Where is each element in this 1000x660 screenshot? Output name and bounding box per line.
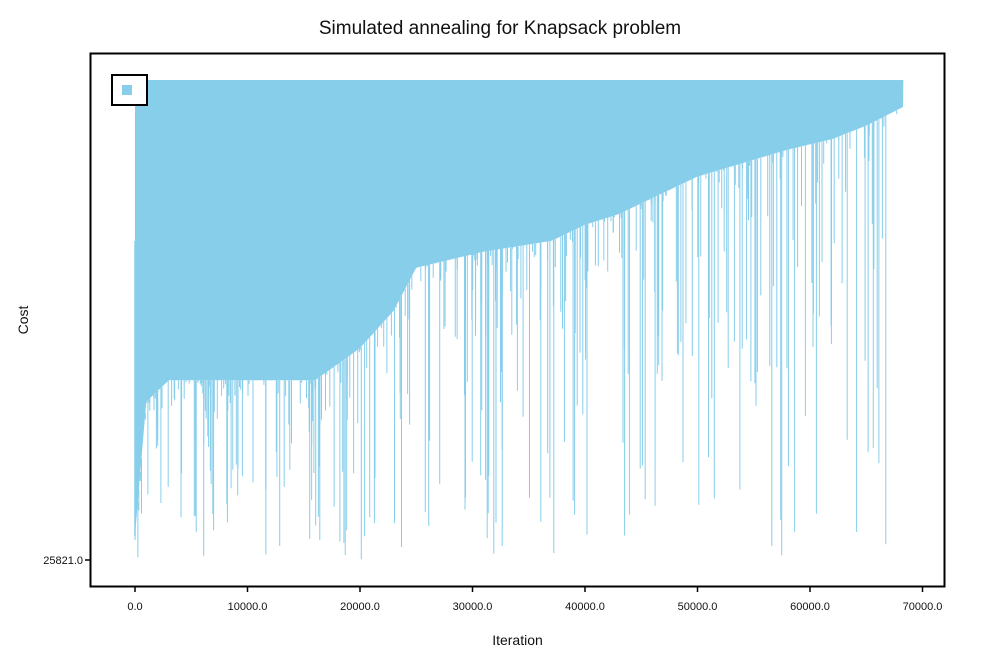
y-axis-ticks: 25821.0 bbox=[43, 555, 90, 567]
x-axis-label: Iteration bbox=[492, 632, 543, 648]
series-band bbox=[135, 80, 904, 536]
x-tick-label: 0.0 bbox=[127, 601, 142, 613]
plot-frame bbox=[89, 52, 946, 588]
series-layer bbox=[134, 80, 904, 560]
x-tick-label: 30000.0 bbox=[453, 601, 493, 613]
legend bbox=[111, 74, 148, 106]
legend-swatch bbox=[122, 85, 132, 95]
x-axis-ticks: 0.0 10000.0 20000.0 30000.0 40000.0 50000.0 60… bbox=[127, 587, 942, 613]
x-tick-label: 50000.0 bbox=[678, 601, 718, 613]
x-tick-label: 10000.0 bbox=[228, 601, 268, 613]
x-tick-label: 70000.0 bbox=[903, 601, 943, 613]
x-tick-label: 20000.0 bbox=[340, 601, 380, 613]
y-tick-label: 25821.0 bbox=[43, 555, 83, 567]
series-spikes bbox=[134, 110, 898, 560]
chart-title: Simulated annealing for Knapsack problem bbox=[318, 18, 682, 39]
x-tick-label: 40000.0 bbox=[565, 601, 605, 613]
x-tick-label: 60000.0 bbox=[790, 601, 830, 613]
